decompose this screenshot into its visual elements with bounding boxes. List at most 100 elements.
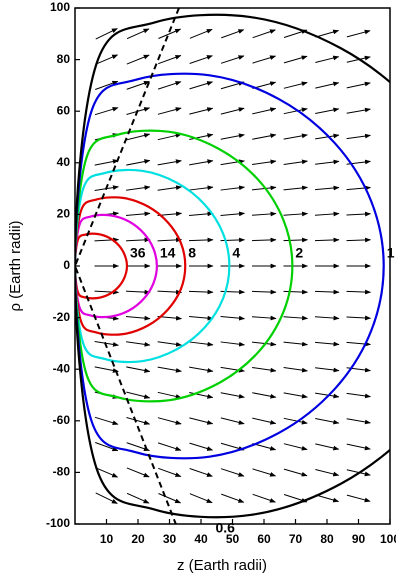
field-arrow bbox=[126, 133, 151, 141]
field-arrow bbox=[315, 133, 340, 140]
field-arrow bbox=[346, 133, 371, 140]
field-arrow bbox=[94, 416, 119, 426]
x-tick-label: 20 bbox=[131, 532, 145, 546]
field-arrow bbox=[252, 341, 277, 347]
field-arrow bbox=[251, 315, 277, 321]
field-arrow bbox=[126, 417, 151, 425]
field-arrow bbox=[189, 341, 214, 347]
field-arrow bbox=[252, 55, 277, 64]
field-arrow bbox=[126, 211, 151, 217]
field-arrow bbox=[95, 467, 119, 478]
field-arrow bbox=[126, 341, 151, 347]
field-arrow bbox=[157, 237, 183, 243]
field-arrow bbox=[315, 367, 340, 373]
field-arrow bbox=[94, 159, 119, 166]
field-arrow bbox=[252, 133, 277, 140]
contour-line bbox=[75, 196, 187, 336]
field-arrow bbox=[220, 55, 245, 64]
field-arrow bbox=[158, 467, 182, 477]
field-arrow bbox=[189, 211, 214, 217]
field-arrow bbox=[252, 159, 277, 165]
field-arrow bbox=[189, 366, 214, 373]
field-arrow bbox=[221, 493, 245, 503]
field-arrow bbox=[158, 55, 182, 65]
field-arrow bbox=[94, 289, 120, 295]
field-arrow bbox=[125, 289, 151, 295]
field-arrow bbox=[157, 341, 182, 347]
y-tick-label: -40 bbox=[53, 361, 71, 375]
field-arrow bbox=[220, 392, 245, 399]
x-tick-label: 90 bbox=[352, 532, 366, 546]
field-arrow bbox=[94, 106, 119, 116]
field-arrow bbox=[189, 417, 214, 425]
y-tick-label: -100 bbox=[46, 516, 70, 530]
x-axis-label: z (Earth radii) bbox=[177, 557, 267, 574]
field-arrow bbox=[126, 80, 150, 90]
field-arrow bbox=[283, 315, 309, 321]
field-arrow bbox=[315, 107, 340, 114]
field-arrow bbox=[346, 494, 371, 503]
field-arrow bbox=[251, 289, 277, 295]
field-arrow bbox=[189, 442, 214, 451]
x-tick-label: 10 bbox=[100, 532, 114, 546]
field-arrow bbox=[283, 417, 308, 425]
contour-line bbox=[75, 168, 231, 364]
y-tick-label: 100 bbox=[50, 0, 70, 14]
field-arrow bbox=[283, 107, 308, 115]
field-arrow bbox=[283, 289, 309, 295]
field-arrow bbox=[220, 315, 246, 321]
field-arrow bbox=[221, 29, 245, 39]
field-arrow bbox=[157, 107, 182, 115]
field-arrow bbox=[315, 392, 340, 399]
contour-label: 36 bbox=[130, 245, 146, 261]
contour-label: 1 bbox=[387, 245, 395, 261]
field-arrow bbox=[315, 55, 340, 63]
field-arrow bbox=[189, 55, 213, 64]
field-arrow bbox=[315, 159, 340, 165]
field-arrow bbox=[315, 29, 340, 38]
field-arrow bbox=[157, 391, 182, 399]
field-arrow bbox=[315, 494, 340, 503]
y-tick-label: 60 bbox=[57, 103, 71, 117]
field-arrow bbox=[126, 492, 150, 504]
field-arrow bbox=[283, 237, 309, 243]
field-arrow bbox=[314, 289, 340, 295]
contour-label: 4 bbox=[232, 245, 240, 261]
contour-label: 8 bbox=[188, 245, 196, 261]
field-arrow bbox=[95, 442, 119, 452]
y-tick-label: 0 bbox=[63, 258, 70, 272]
field-arrow bbox=[252, 29, 276, 39]
field-arrow bbox=[346, 237, 372, 243]
field-arrow bbox=[251, 211, 277, 217]
field-arrow bbox=[346, 29, 371, 38]
field-arrow bbox=[315, 469, 340, 477]
field-arrow bbox=[220, 468, 245, 477]
field-arrow bbox=[125, 237, 151, 243]
field-arrow bbox=[220, 341, 246, 347]
field-arrow bbox=[95, 54, 119, 65]
field-arrow bbox=[315, 443, 340, 451]
field-arrow bbox=[283, 159, 308, 165]
field-arrow bbox=[252, 392, 277, 399]
field-arrow bbox=[189, 81, 214, 90]
y-tick-label: 20 bbox=[57, 207, 71, 221]
field-arrow bbox=[283, 392, 308, 399]
field-arrow bbox=[95, 492, 118, 504]
field-arrow bbox=[157, 159, 182, 166]
contour-label: 0.6 bbox=[215, 520, 235, 536]
field-arrow bbox=[346, 289, 372, 295]
field-arrow bbox=[220, 211, 246, 217]
field-arrow bbox=[126, 366, 151, 373]
field-arrow bbox=[220, 107, 245, 115]
field-arrow bbox=[220, 159, 245, 166]
field-arrow bbox=[95, 28, 118, 40]
field-arrow bbox=[220, 185, 246, 191]
field-arrow bbox=[94, 237, 120, 243]
field-arrow bbox=[283, 341, 309, 347]
field-arrow bbox=[94, 366, 119, 373]
y-axis-label: ρ (Earth radii) bbox=[7, 220, 24, 311]
field-arrow bbox=[220, 417, 245, 425]
field-arrow bbox=[220, 237, 246, 243]
y-tick-label: -20 bbox=[53, 310, 71, 324]
field-arrow bbox=[252, 367, 277, 373]
